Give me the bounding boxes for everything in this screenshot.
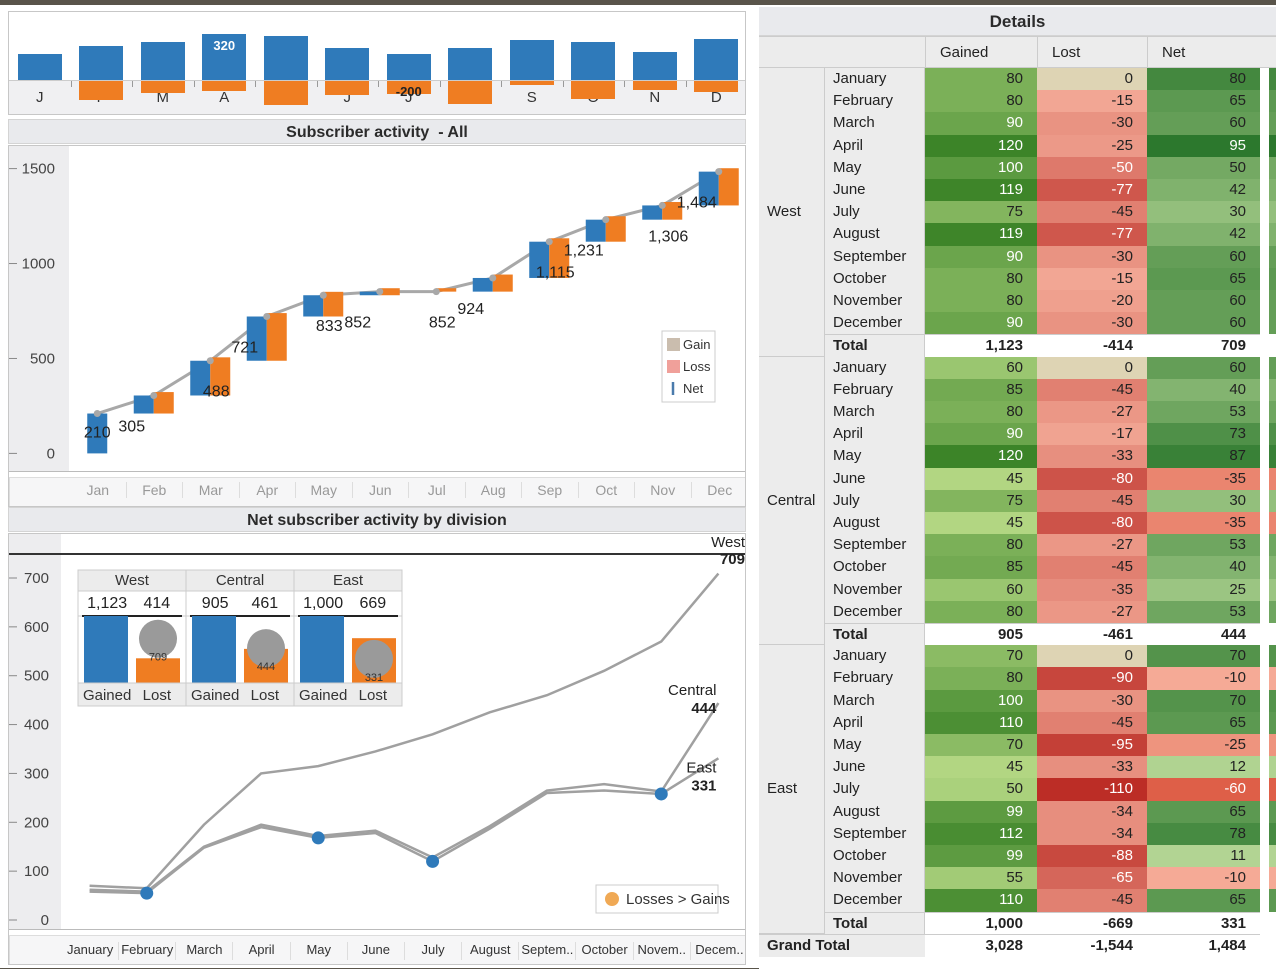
svg-text:Lost: Lost (251, 687, 280, 704)
svg-text:1,306: 1,306 (648, 228, 688, 245)
svg-text:0: 0 (47, 445, 55, 462)
svg-text:709: 709 (149, 652, 167, 664)
svg-text:West: West (115, 572, 150, 589)
svg-text:Lost: Lost (143, 687, 172, 704)
svg-text:331: 331 (691, 777, 716, 794)
svg-text:1,000: 1,000 (303, 595, 343, 612)
svg-text:444: 444 (257, 661, 275, 673)
svg-text:331: 331 (365, 672, 383, 684)
svg-text:905: 905 (202, 595, 229, 612)
svg-text:669: 669 (359, 595, 386, 612)
svg-text:Losses > Gains: Losses > Gains (626, 891, 730, 908)
svg-text:305: 305 (118, 418, 145, 435)
svg-text:210: 210 (84, 425, 111, 442)
svg-text:500: 500 (30, 350, 55, 367)
svg-text:Central: Central (216, 572, 264, 589)
svg-text:0: 0 (41, 912, 49, 929)
svg-text:200: 200 (24, 814, 49, 831)
svg-text:700: 700 (24, 570, 49, 587)
svg-text:1,115: 1,115 (536, 265, 575, 282)
svg-text:709: 709 (720, 551, 745, 568)
svg-text:100: 100 (24, 863, 49, 880)
svg-text:500: 500 (24, 668, 49, 685)
svg-text:Lost: Lost (359, 687, 388, 704)
svg-text:Gained: Gained (83, 687, 131, 704)
svg-text:1,123: 1,123 (87, 595, 127, 612)
svg-text:Net: Net (683, 381, 704, 396)
svg-text:444: 444 (691, 700, 717, 717)
svg-text:Gained: Gained (191, 687, 239, 704)
svg-text:488: 488 (203, 384, 230, 401)
svg-text:Loss: Loss (683, 359, 711, 374)
svg-text:East: East (686, 759, 717, 776)
svg-text:1500: 1500 (22, 161, 55, 178)
svg-text:721: 721 (231, 340, 258, 357)
svg-text:Gain: Gain (683, 337, 710, 352)
svg-text:300: 300 (24, 765, 49, 782)
svg-text:833: 833 (316, 318, 343, 335)
svg-text:414: 414 (143, 595, 170, 612)
svg-text:852: 852 (429, 315, 456, 332)
svg-text:600: 600 (24, 619, 49, 636)
svg-text:1,484: 1,484 (677, 195, 717, 212)
svg-text:461: 461 (251, 595, 278, 612)
svg-text:West: West (711, 534, 746, 551)
svg-text:1000: 1000 (22, 256, 55, 273)
svg-text:924: 924 (457, 301, 484, 318)
svg-text:1,231: 1,231 (564, 243, 604, 260)
svg-text:400: 400 (24, 717, 49, 734)
svg-text:Central: Central (668, 682, 716, 699)
svg-text:Gained: Gained (299, 687, 347, 704)
svg-text:East: East (333, 572, 364, 589)
svg-text:852: 852 (344, 315, 371, 332)
